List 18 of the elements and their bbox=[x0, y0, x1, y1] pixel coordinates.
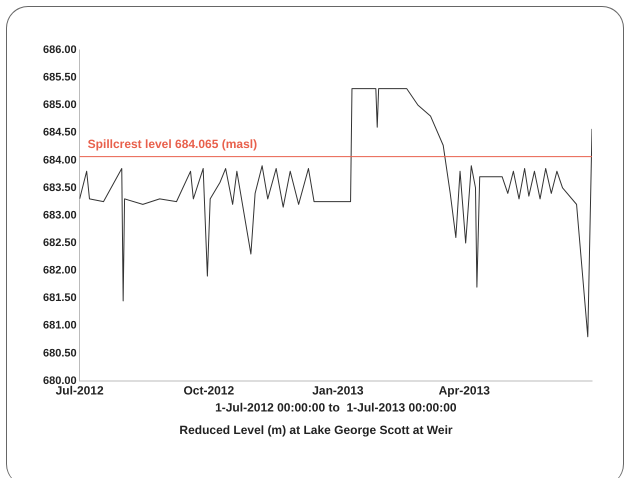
y-tick-label: 685.00 bbox=[42, 99, 77, 112]
ref-line-label: Spillcrest level 684.065 (masl) bbox=[88, 136, 258, 151]
y-tick-label: 680.50 bbox=[42, 347, 77, 360]
y-tick-label: 682.00 bbox=[42, 264, 77, 277]
y-tick-label: 685.50 bbox=[42, 72, 77, 84]
x-tick-label: Jan-2013 bbox=[312, 383, 364, 398]
y-tick-label: 682.50 bbox=[42, 237, 77, 249]
y-tick-label: 686.00 bbox=[42, 44, 77, 56]
y-tick-label: 681.00 bbox=[42, 320, 77, 332]
y-tick-label: 683.00 bbox=[42, 209, 77, 222]
y-tick-label: 684.00 bbox=[42, 154, 77, 166]
y-tick-label: 681.50 bbox=[42, 292, 77, 304]
y-tick-label: 683.50 bbox=[42, 182, 77, 194]
text: Reduced Level (m) at Lake George Scott at Weir bbox=[179, 423, 453, 438]
x-axis-title: 1-Jul-2012 00:00:00 to 1-Jul-2013 00:00:00 bbox=[215, 400, 457, 415]
y-tick-label: 684.50 bbox=[42, 126, 77, 139]
x-tick-label: Oct-2012 bbox=[183, 383, 234, 398]
x-tick-label: Apr-2013 bbox=[438, 383, 490, 398]
